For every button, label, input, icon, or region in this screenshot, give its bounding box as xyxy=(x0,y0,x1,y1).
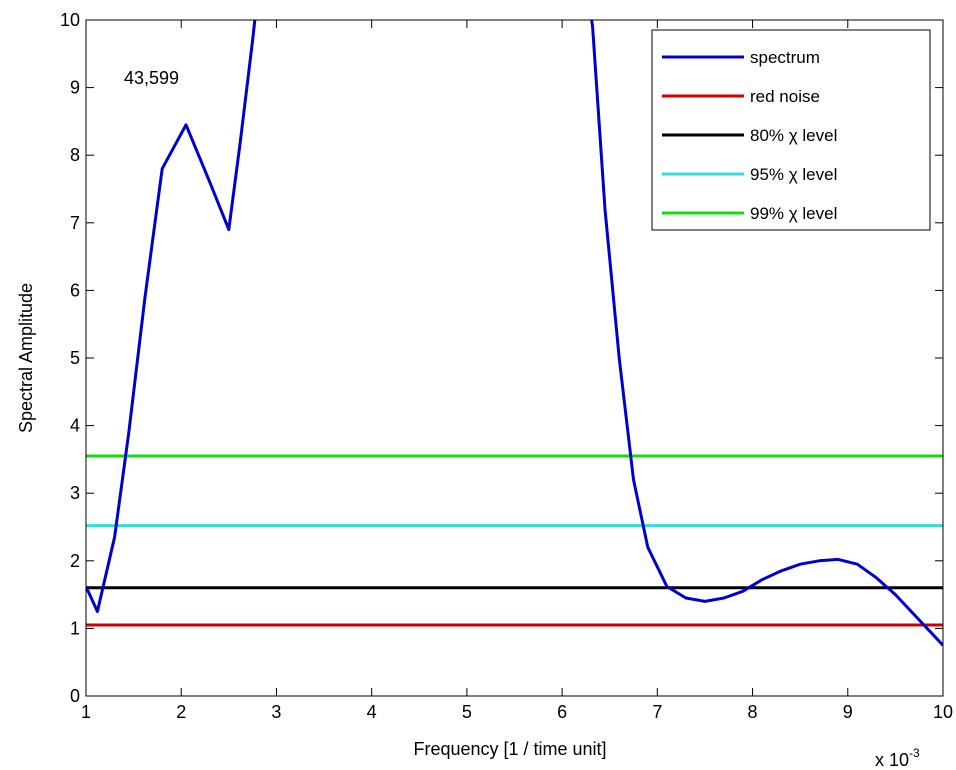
plot-area xyxy=(86,20,943,647)
y-tick-label: 10 xyxy=(60,10,80,30)
x-tick-label: 10 xyxy=(933,702,953,722)
y-tick-label: 0 xyxy=(70,686,80,706)
y-tick-label: 3 xyxy=(70,483,80,503)
y-axis-label: Spectral Amplitude xyxy=(16,283,36,433)
legend-label: 80% χ level xyxy=(750,126,837,145)
peak-annotation: 43,599 xyxy=(124,68,179,88)
x-axis-label: Frequency [1 / time unit] xyxy=(413,739,606,759)
x-tick-label: 3 xyxy=(271,702,281,722)
y-tick-label: 8 xyxy=(70,145,80,165)
legend-box xyxy=(651,29,931,231)
y-tick-label: 7 xyxy=(70,213,80,233)
x-axis-multiplier-exponent: -3 xyxy=(909,746,920,760)
legend: spectrum red noise 80% χ level 95% χ level 9… xyxy=(651,29,931,231)
x-tick-label: 4 xyxy=(367,702,377,722)
legend-label: 99% χ level xyxy=(750,204,837,223)
y-tick-label: 5 xyxy=(70,348,80,368)
y-tick-label: 6 xyxy=(70,280,80,300)
legend-label: red noise xyxy=(750,87,820,106)
x-tick-label: 2 xyxy=(176,702,186,722)
y-axis-ticks: 0 1 2 3 4 5 6 7 8 9 10 xyxy=(60,10,943,706)
y-tick-label: 2 xyxy=(70,551,80,571)
x-tick-label: 7 xyxy=(652,702,662,722)
x-tick-label: 8 xyxy=(748,702,758,722)
x-tick-label: 9 xyxy=(843,702,853,722)
y-tick-label: 9 xyxy=(70,78,80,98)
legend-label: 95% χ level xyxy=(750,165,837,184)
y-tick-label: 1 xyxy=(70,618,80,638)
x-tick-label: 6 xyxy=(557,702,567,722)
x-tick-label: 1 xyxy=(81,702,91,722)
legend-label: spectrum xyxy=(750,48,820,67)
series-line-0 xyxy=(86,20,943,647)
axes-frame xyxy=(85,19,944,697)
x-tick-label: 5 xyxy=(462,702,472,722)
x-axis-ticks: 1 2 3 4 5 6 7 8 9 10 xyxy=(81,20,953,722)
x-axis-multiplier: x 10-3 xyxy=(875,746,920,770)
y-tick-label: 4 xyxy=(70,416,80,436)
